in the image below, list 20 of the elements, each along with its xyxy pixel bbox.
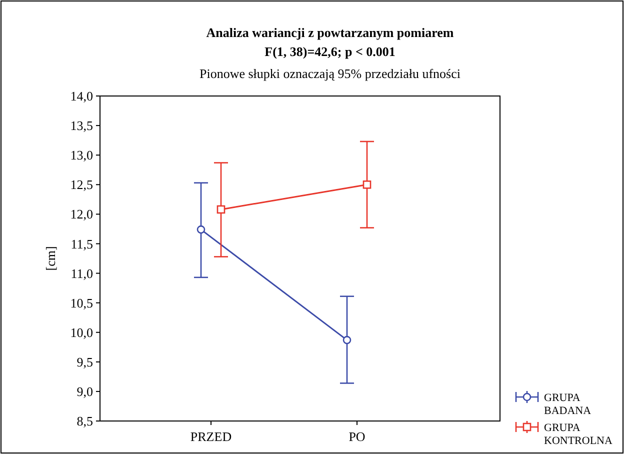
text: Pionowe słupki oznaczają 95% przedziału ufności bbox=[200, 66, 461, 81]
y-tick-label: 14,0 bbox=[70, 88, 93, 104]
x-tick-label: PO bbox=[348, 429, 366, 444]
legend-label: GRUPA KONTROLNA bbox=[544, 422, 612, 447]
y-tick-label: 12,0 bbox=[70, 206, 93, 222]
y-tick-label: 11,0 bbox=[70, 266, 93, 281]
y-tick-label: 8,5 bbox=[76, 414, 93, 429]
y-tick-label: 9,5 bbox=[76, 354, 93, 370]
legend-label: GRUPA BADANA bbox=[544, 392, 592, 417]
x-tick-label: PRZED bbox=[190, 429, 232, 444]
y-tick-label: 13,5 bbox=[70, 118, 93, 134]
chart-title: Analiza wariancji z powtarzanym pomiarem bbox=[206, 25, 454, 40]
y-tick-label: 9,0 bbox=[76, 384, 93, 400]
y-tick-label: 10,0 bbox=[70, 324, 93, 340]
y-tick-label: 13,0 bbox=[70, 148, 93, 163]
chart-subtitle: F(1, 38)=42,6; p < 0.001 bbox=[264, 44, 396, 59]
y-tick-label: 11,5 bbox=[70, 236, 93, 252]
y-tick-label: 12,5 bbox=[70, 177, 93, 192]
y-axis-title: [cm] bbox=[43, 246, 58, 271]
y-tick-label: 10,5 bbox=[70, 295, 93, 310]
